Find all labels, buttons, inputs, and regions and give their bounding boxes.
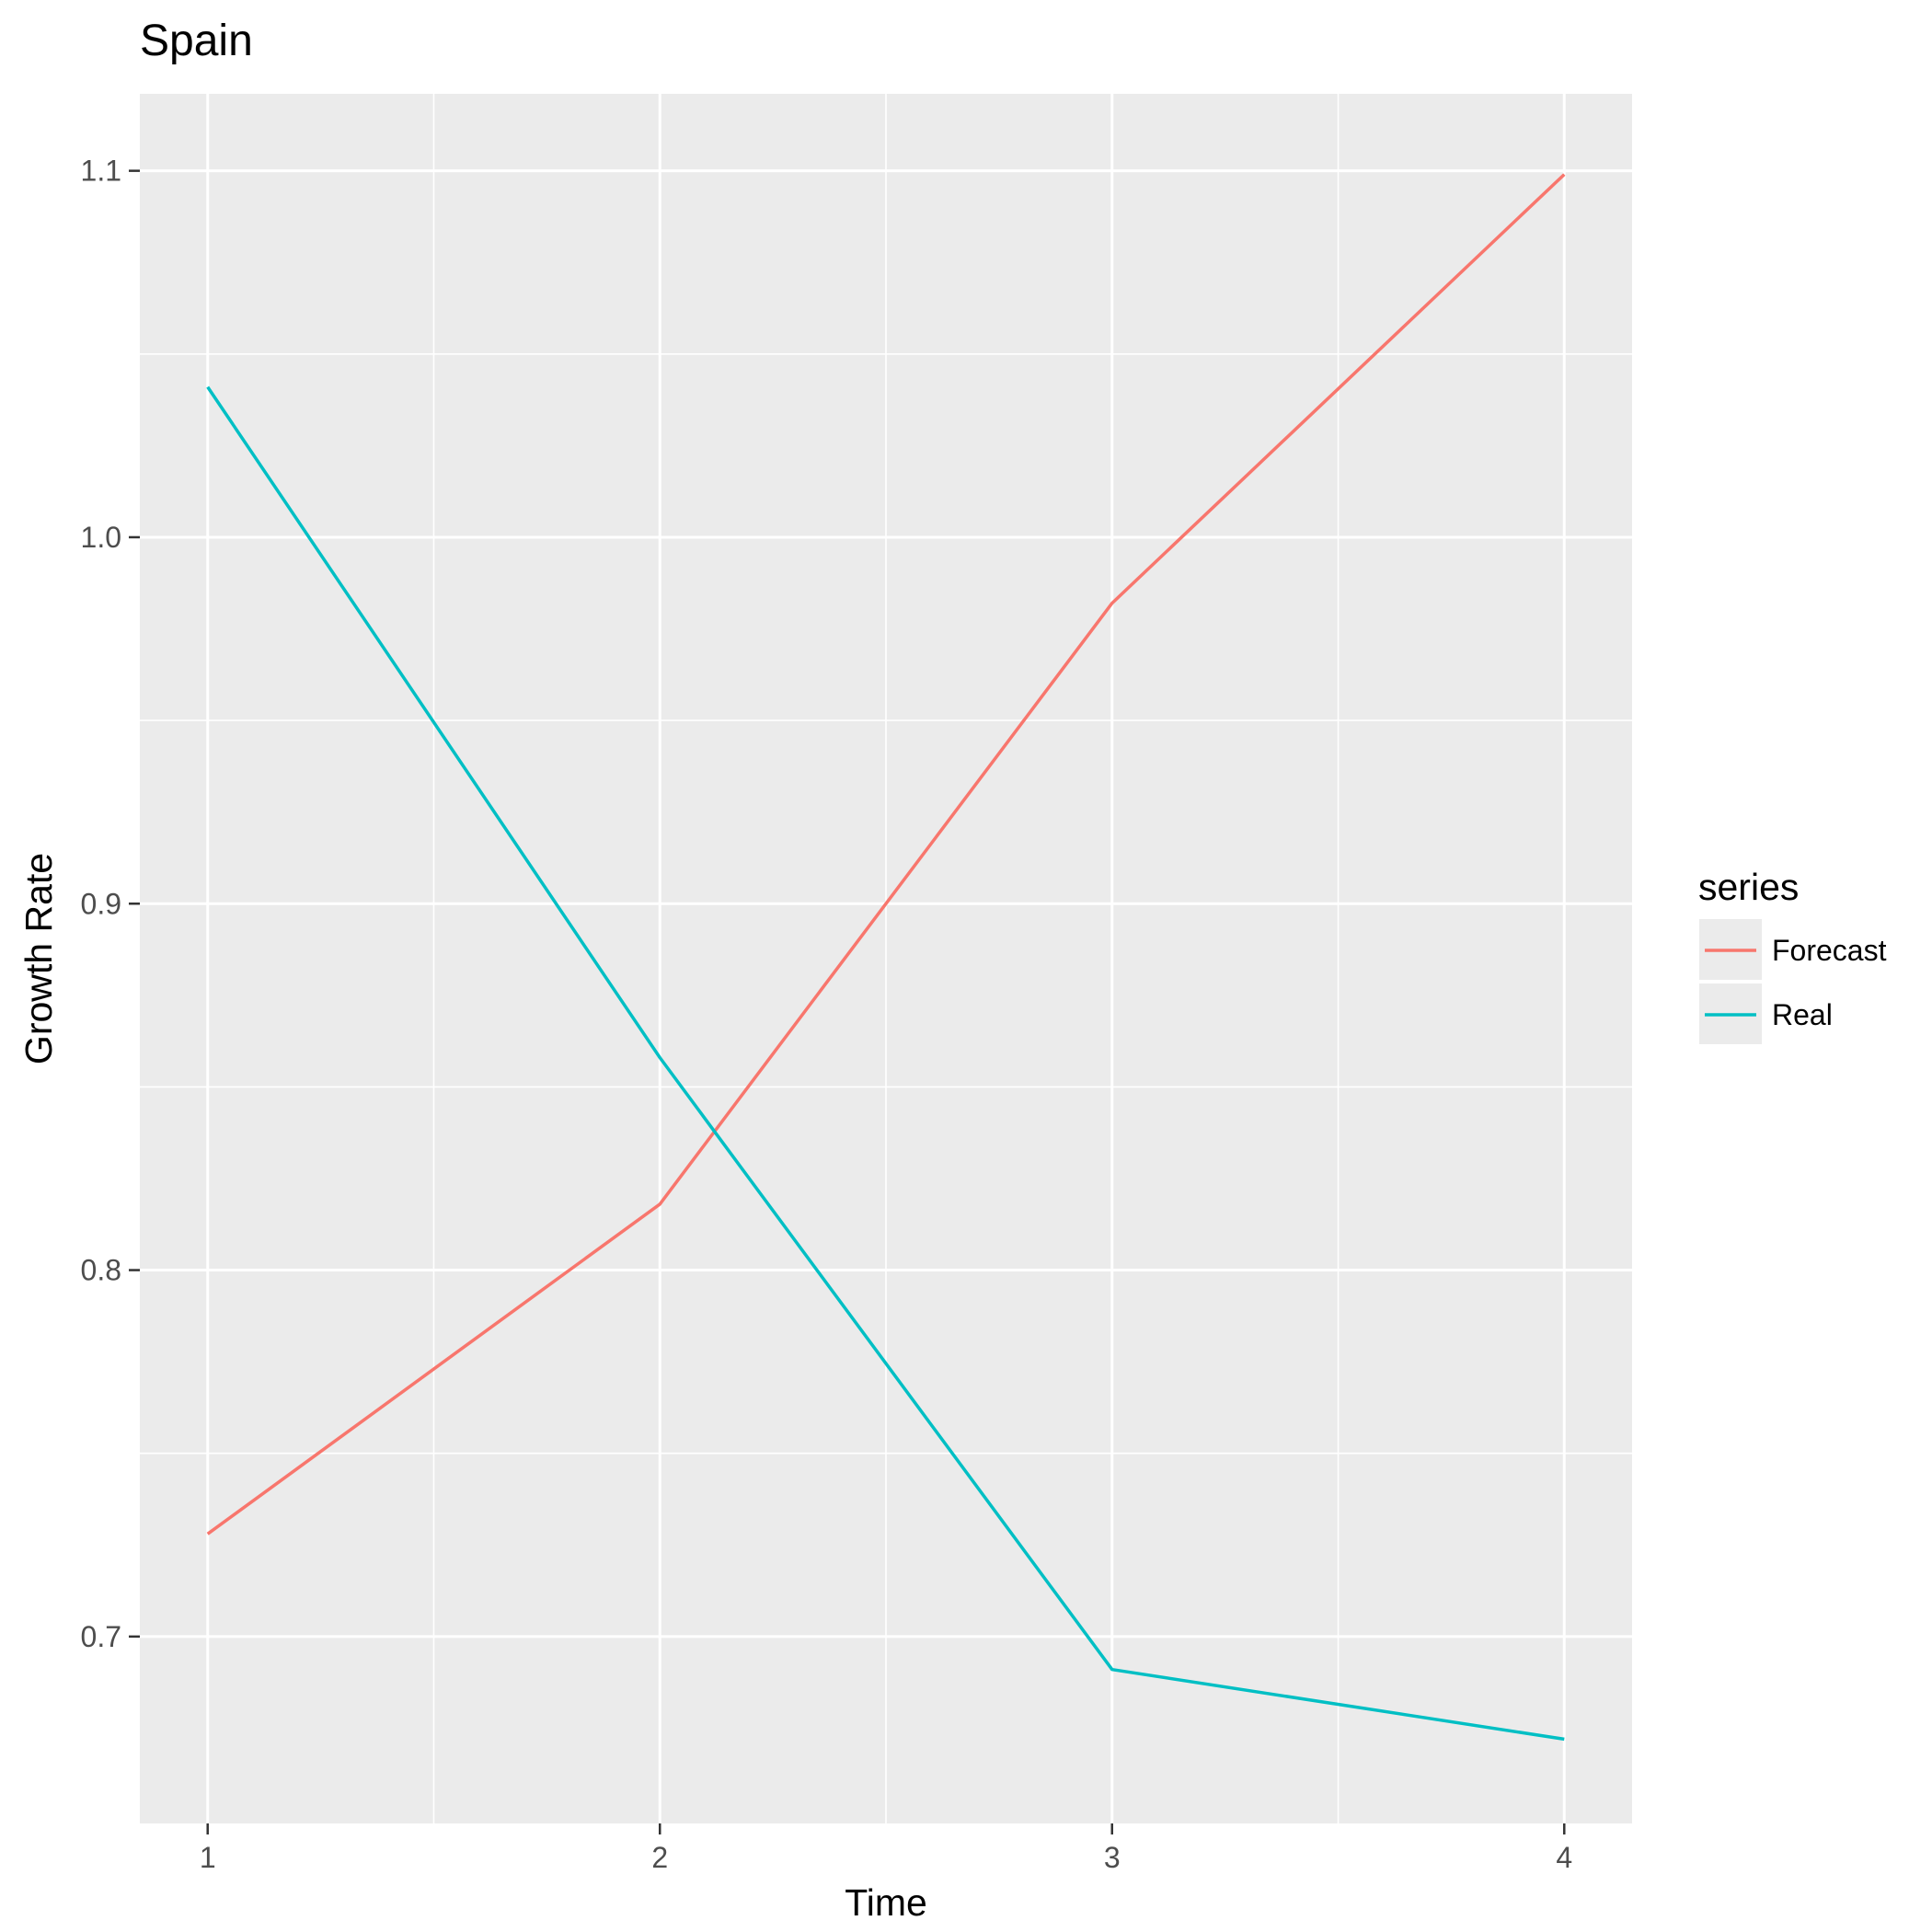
y-tick-label: 1.1 xyxy=(81,155,121,188)
series-line-real xyxy=(206,385,1565,1742)
legend-title: series xyxy=(1698,866,1799,908)
minor-gridlines xyxy=(140,94,1632,1823)
x-axis-label: Time xyxy=(845,1881,927,1924)
x-axis-ticks: 1 2 3 4 xyxy=(200,1823,1572,1874)
legend: series Forecast Real xyxy=(1697,866,1887,1046)
x-tick-label: 3 xyxy=(1104,1841,1121,1874)
legend-label-forecast: Forecast xyxy=(1772,934,1887,967)
y-tick-label: 0.9 xyxy=(81,887,121,920)
y-tick-label: 1.0 xyxy=(81,521,121,554)
x-tick-label: 1 xyxy=(200,1841,216,1874)
y-tick-label: 0.7 xyxy=(81,1620,121,1653)
series-line-forecast xyxy=(206,173,1566,1535)
y-axis-ticks: 0.7 0.8 0.9 1.0 1.1 xyxy=(81,155,140,1653)
series-lines xyxy=(206,173,1566,1742)
legend-label-real: Real xyxy=(1772,998,1833,1031)
x-tick-label: 2 xyxy=(651,1841,668,1874)
y-axis-label: Growth Rate xyxy=(17,853,60,1064)
legend-items: Forecast Real xyxy=(1697,917,1887,1046)
x-tick-label: 4 xyxy=(1556,1841,1572,1874)
y-tick-label: 0.8 xyxy=(81,1254,121,1287)
chart-title: Spain xyxy=(140,17,253,65)
